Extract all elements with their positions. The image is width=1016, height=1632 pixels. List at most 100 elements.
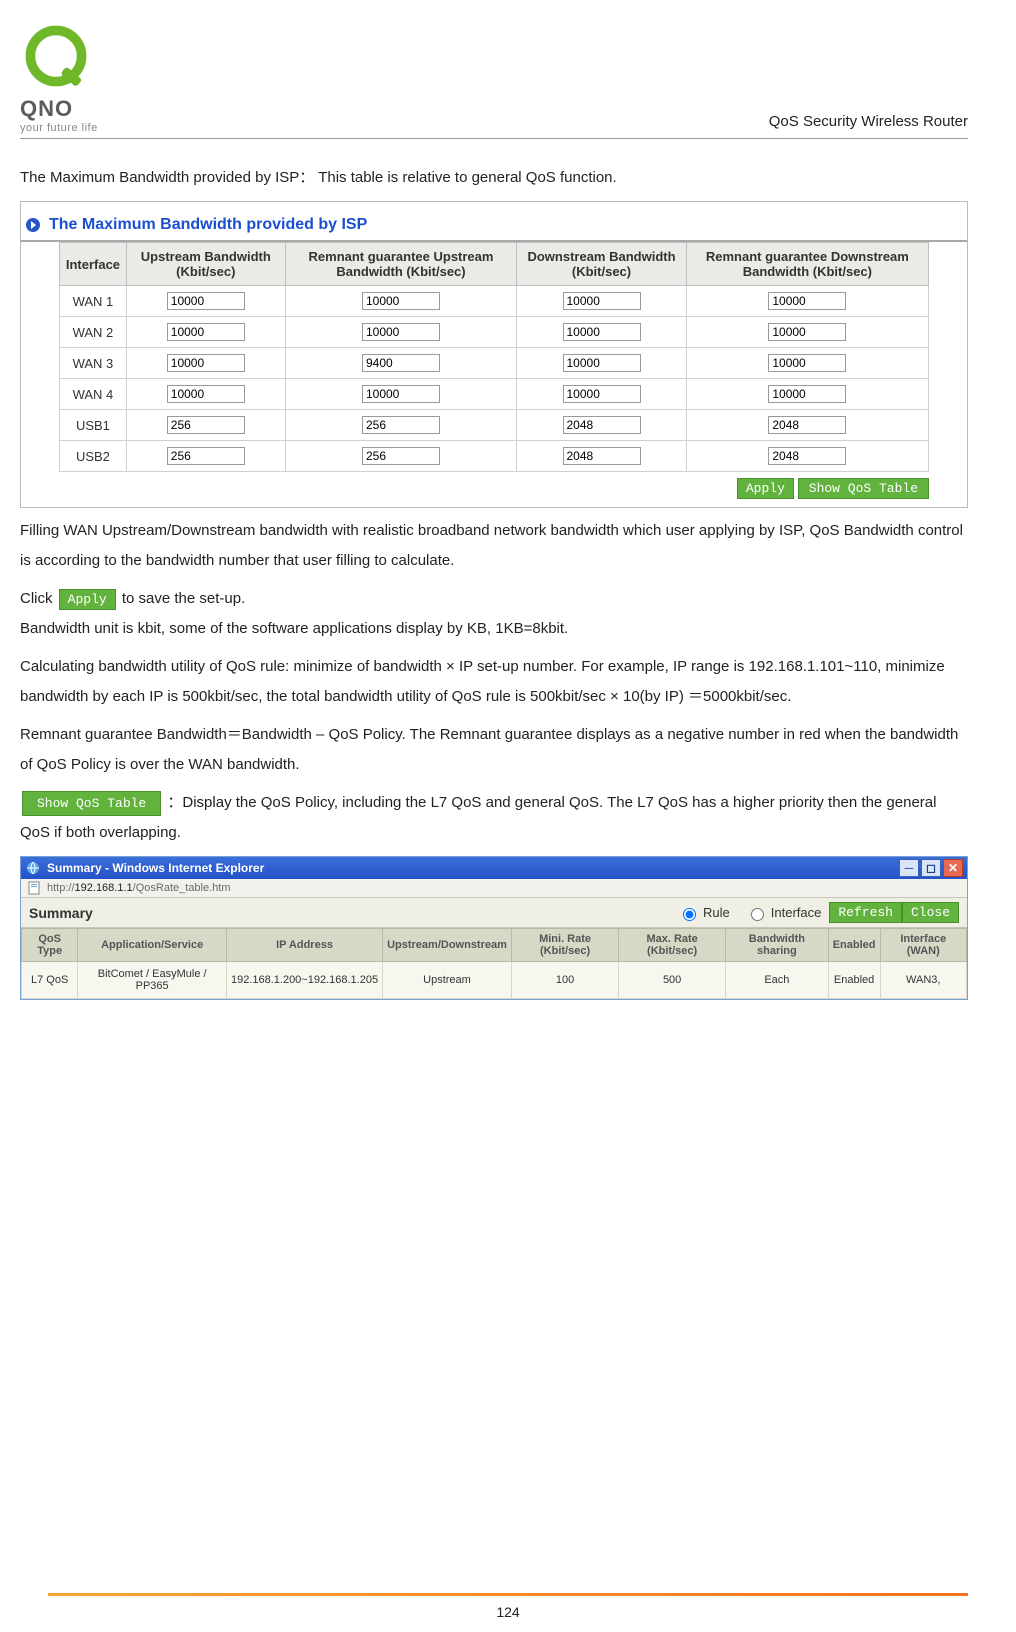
bandwidth-section: The Maximum Bandwidth provided by ISP In… bbox=[20, 201, 968, 508]
bw-input[interactable] bbox=[362, 292, 440, 310]
radio-rule-label: Rule bbox=[703, 905, 730, 920]
bw-input[interactable] bbox=[362, 385, 440, 403]
bw-input[interactable] bbox=[167, 447, 245, 465]
cell-bw bbox=[686, 286, 929, 317]
cell-interface: USB1 bbox=[59, 410, 126, 441]
bw-input[interactable] bbox=[563, 323, 641, 341]
cell-interface: WAN 3 bbox=[59, 348, 126, 379]
qno-logo-icon bbox=[20, 20, 100, 100]
cell-bw bbox=[517, 379, 686, 410]
section-bullet-icon bbox=[25, 217, 41, 233]
close-button[interactable]: ✕ bbox=[943, 859, 963, 877]
bw-input[interactable] bbox=[563, 447, 641, 465]
bw-input[interactable] bbox=[768, 416, 846, 434]
summary-col-header: QoS Type bbox=[22, 929, 78, 962]
bw-input[interactable] bbox=[768, 354, 846, 372]
summary-col-header: Bandwidth sharing bbox=[726, 929, 829, 962]
summary-header-row: Summary Rule Interface Refresh Close bbox=[21, 898, 967, 928]
radio-interface[interactable]: Interface bbox=[746, 905, 822, 921]
summary-table: QoS TypeApplication/ServiceIP AddressUps… bbox=[21, 928, 967, 999]
summary-col-header: Enabled bbox=[828, 929, 880, 962]
cell-bw bbox=[127, 410, 285, 441]
radio-rule[interactable]: Rule bbox=[678, 905, 730, 921]
summary-titlebar: Summary - Windows Internet Explorer ─ ◻ … bbox=[21, 857, 967, 879]
cell-share: Each bbox=[726, 962, 829, 999]
footer-divider bbox=[48, 1593, 968, 1596]
paragraph-fill: Filling WAN Upstream/Downstream bandwidt… bbox=[20, 516, 968, 576]
cell-bw bbox=[517, 410, 686, 441]
refresh-button[interactable]: Refresh bbox=[829, 902, 902, 923]
table-row: USB2 bbox=[59, 441, 928, 472]
summary-col-header: Max. Rate (Kbit/sec) bbox=[619, 929, 726, 962]
bandwidth-table: InterfaceUpstream Bandwidth (Kbit/sec)Re… bbox=[59, 242, 929, 472]
bw-input[interactable] bbox=[563, 385, 641, 403]
cell-bw bbox=[285, 441, 517, 472]
bw-input[interactable] bbox=[362, 354, 440, 372]
url-host: 192.168.1.1 bbox=[75, 882, 133, 894]
apply-button[interactable]: Apply bbox=[737, 478, 794, 499]
radio-rule-input[interactable] bbox=[683, 908, 696, 921]
page-header: QNO your future life QoS Security Wirele… bbox=[20, 20, 968, 139]
summary-col-header: Upstream/Downstream bbox=[383, 929, 512, 962]
bw-input[interactable] bbox=[167, 323, 245, 341]
address-url[interactable]: http://192.168.1.1/QosRate_table.htm bbox=[47, 882, 231, 894]
brand-tagline: your future life bbox=[20, 122, 98, 134]
show-qos-table-button-inline[interactable]: Show QoS Table bbox=[22, 791, 161, 816]
bw-input[interactable] bbox=[167, 354, 245, 372]
minimize-button[interactable]: ─ bbox=[899, 859, 919, 877]
cell-ip: 192.168.1.200~192.168.1.205 bbox=[226, 962, 382, 999]
bw-input[interactable] bbox=[167, 416, 245, 434]
cell-bw bbox=[285, 410, 517, 441]
doc-title: QoS Security Wireless Router bbox=[769, 113, 968, 130]
bw-col-header: Remnant guarantee Upstream Bandwidth (Kb… bbox=[285, 243, 517, 286]
url-path: /QosRate_table.htm bbox=[133, 882, 231, 894]
cell-bw bbox=[686, 379, 929, 410]
bw-input[interactable] bbox=[362, 323, 440, 341]
bw-col-header: Upstream Bandwidth (Kbit/sec) bbox=[127, 243, 285, 286]
section-title: The Maximum Bandwidth provided by ISP bbox=[49, 216, 367, 234]
bw-col-header: Remnant guarantee Downstream Bandwidth (… bbox=[686, 243, 929, 286]
close-summary-button[interactable]: Close bbox=[902, 902, 959, 923]
cell-bw bbox=[686, 317, 929, 348]
page-number: 124 bbox=[0, 1604, 1016, 1620]
show-qos-table-button[interactable]: Show QoS Table bbox=[798, 478, 929, 499]
paragraph-click-apply: Click Apply to save the set-up. bbox=[20, 584, 968, 614]
bw-input[interactable] bbox=[563, 292, 641, 310]
bw-input[interactable] bbox=[768, 292, 846, 310]
ie-icon bbox=[25, 860, 41, 876]
paragraph-remnant: Remnant guarantee Bandwidth＝Bandwidth – … bbox=[20, 720, 968, 780]
bw-input[interactable] bbox=[167, 292, 245, 310]
table-row: WAN 3 bbox=[59, 348, 928, 379]
apply-button-inline[interactable]: Apply bbox=[59, 589, 116, 610]
summary-header-label: Summary bbox=[29, 905, 93, 921]
page: QNO your future life QoS Security Wirele… bbox=[0, 0, 1016, 1632]
cell-interface: USB2 bbox=[59, 441, 126, 472]
cell-interface: WAN 4 bbox=[59, 379, 126, 410]
url-prefix: http:// bbox=[47, 882, 75, 894]
bw-col-header: Downstream Bandwidth (Kbit/sec) bbox=[517, 243, 686, 286]
table-row: WAN 4 bbox=[59, 379, 928, 410]
radio-interface-input[interactable] bbox=[751, 908, 764, 921]
cell-bw bbox=[127, 441, 285, 472]
section-title-row: The Maximum Bandwidth provided by ISP bbox=[21, 210, 967, 242]
cell-bw bbox=[686, 348, 929, 379]
cell-bw bbox=[285, 348, 517, 379]
bw-input[interactable] bbox=[362, 416, 440, 434]
bw-input[interactable] bbox=[768, 323, 846, 341]
address-bar: http://192.168.1.1/QosRate_table.htm bbox=[21, 879, 967, 898]
maximize-button[interactable]: ◻ bbox=[921, 859, 941, 877]
cell-bw bbox=[127, 379, 285, 410]
table-row: USB1 bbox=[59, 410, 928, 441]
bw-input[interactable] bbox=[768, 447, 846, 465]
intro-line: The Maximum Bandwidth provided by ISP： T… bbox=[20, 163, 968, 193]
summary-col-header: Mini. Rate (Kbit/sec) bbox=[511, 929, 618, 962]
cell-bw bbox=[517, 348, 686, 379]
summary-col-header: IP Address bbox=[226, 929, 382, 962]
bw-input[interactable] bbox=[362, 447, 440, 465]
bw-input[interactable] bbox=[563, 416, 641, 434]
bw-input[interactable] bbox=[768, 385, 846, 403]
cell-interface: WAN 2 bbox=[59, 317, 126, 348]
cell-max: 500 bbox=[619, 962, 726, 999]
bw-input[interactable] bbox=[563, 354, 641, 372]
bw-input[interactable] bbox=[167, 385, 245, 403]
